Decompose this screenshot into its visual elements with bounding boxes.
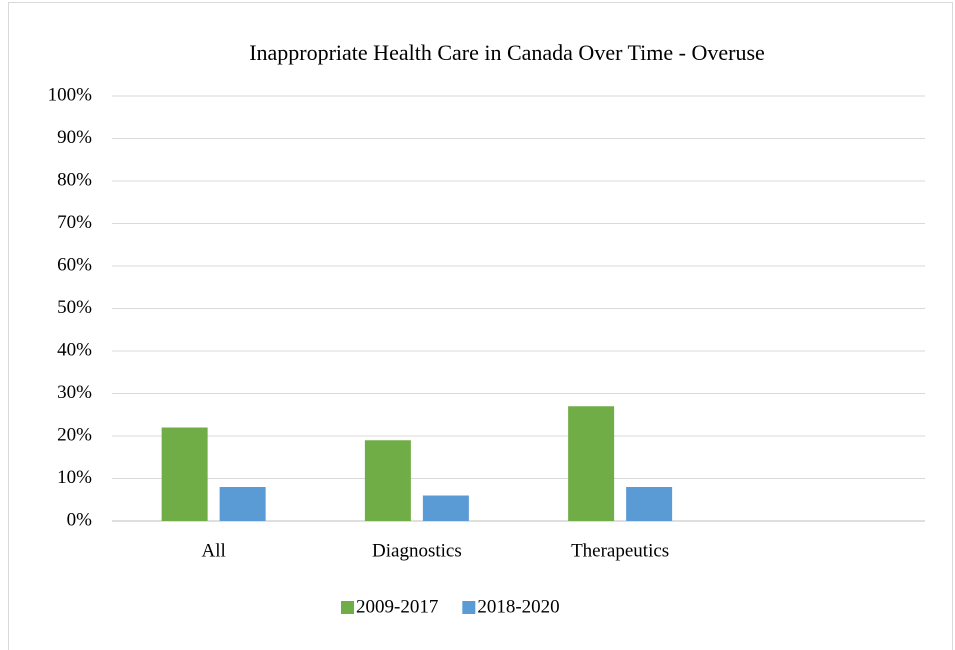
legend-label: 2009-2017 [356, 596, 438, 617]
chart-title: Inappropriate Health Care in Canada Over… [249, 40, 765, 65]
y-tick-label: 20% [57, 424, 92, 445]
chart-frame [8, 2, 953, 650]
y-tick-label: 40% [57, 339, 92, 360]
legend-swatch [462, 601, 476, 614]
legend-label: 2018-2020 [477, 596, 559, 617]
legend-swatch [341, 601, 354, 614]
y-tick-label: 70% [57, 212, 92, 233]
y-tick-label: 90% [57, 127, 92, 148]
y-tick-label: 50% [57, 297, 92, 318]
x-tick-label: All [201, 540, 225, 561]
x-tick-label: Diagnostics [372, 540, 462, 561]
bar [422, 495, 469, 521]
bar [364, 440, 411, 521]
y-tick-label: 0% [67, 509, 93, 530]
y-tick-label: 80% [57, 169, 92, 190]
x-tick-label: Therapeutics [571, 540, 669, 561]
bar [626, 487, 673, 521]
y-tick-label: 60% [57, 254, 92, 275]
y-tick-label: 100% [48, 84, 93, 105]
bar [568, 406, 615, 521]
bar [161, 427, 208, 521]
y-tick-label: 30% [57, 382, 92, 403]
y-tick-label: 10% [57, 467, 92, 488]
bar [219, 487, 266, 521]
